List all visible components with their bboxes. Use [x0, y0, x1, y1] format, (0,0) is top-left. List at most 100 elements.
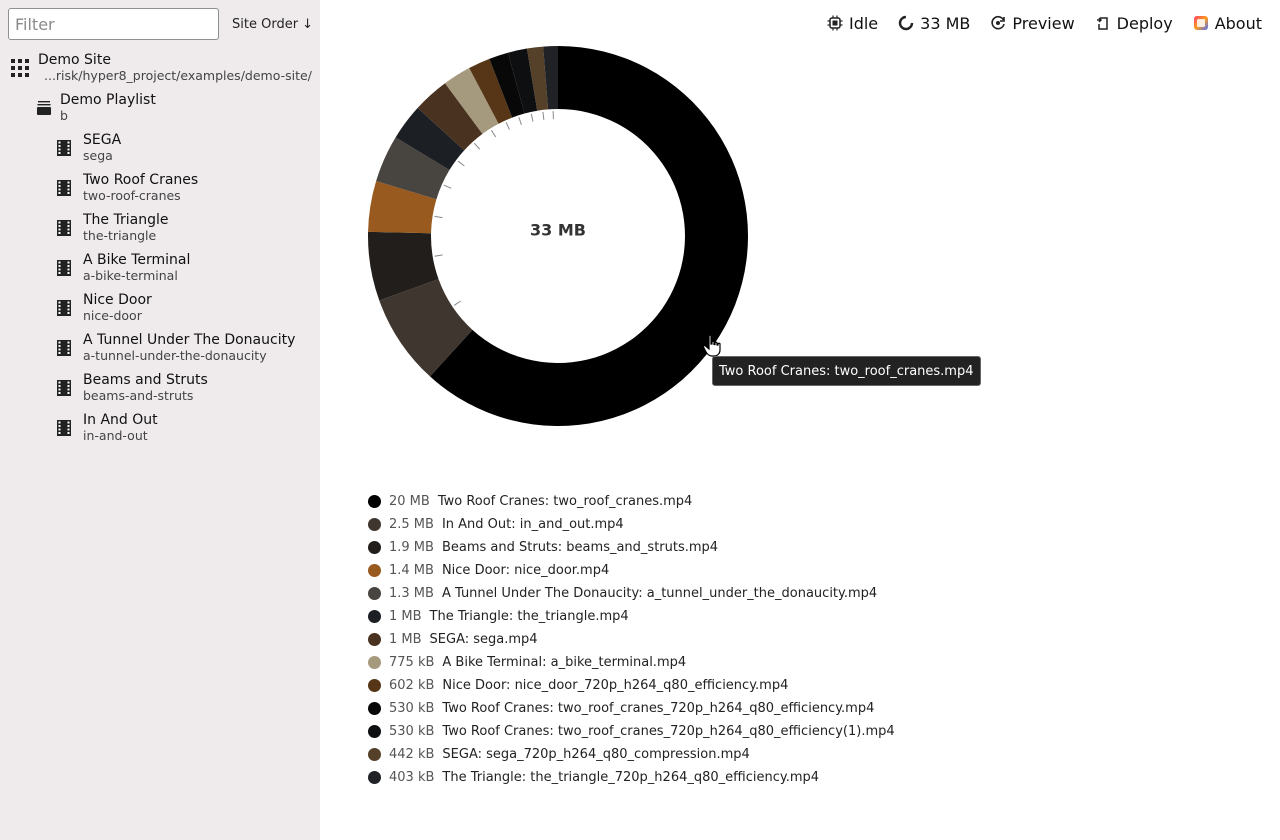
hand-cursor-icon: [702, 334, 724, 362]
preview-label: Preview: [1012, 13, 1075, 33]
video-title: Beams and Struts: [83, 372, 208, 388]
legend-item[interactable]: 20 MB Two Roof Cranes: two_roof_cranes.mp…: [368, 490, 895, 513]
legend-item[interactable]: 602 kB Nice Door: nice_door_720p_h264_q80…: [368, 674, 895, 697]
video-slug: sega: [83, 148, 113, 163]
slice-tick: [434, 254, 443, 257]
legend-swatch: [368, 702, 381, 715]
legend-swatch: [368, 518, 381, 531]
legend-size: 1.4 MB: [389, 563, 434, 578]
legend-size: 2.5 MB: [389, 517, 434, 532]
playlist-title: Demo Playlist: [60, 92, 156, 108]
video-title: SEGA: [83, 132, 122, 148]
pie-slice[interactable]: [526, 46, 549, 111]
video-title: A Tunnel Under The Donaucity: [83, 332, 296, 348]
slice-tick: [530, 113, 534, 122]
legend-size: 602 kB: [389, 678, 435, 693]
video-slug: a-bike-terminal: [83, 268, 178, 283]
pie-slice[interactable]: [445, 68, 499, 134]
filter-input[interactable]: [8, 8, 219, 40]
chart-center-label: 33 MB: [530, 220, 586, 240]
video-title: A Bike Terminal: [83, 252, 191, 268]
legend-size: 1 MB: [389, 609, 422, 624]
legend-size: 530 kB: [389, 724, 435, 739]
size-button[interactable]: 33 MB: [898, 14, 970, 33]
legend-label: SEGA: sega.mp4: [429, 632, 538, 647]
sort-order-button[interactable]: Site Order ↓: [226, 8, 319, 40]
tree-item-video[interactable]: The Triangle the-triangle: [56, 210, 356, 250]
slice-tick: [443, 184, 452, 189]
film-icon: [54, 418, 74, 438]
legend-item[interactable]: 775 kB A Bike Terminal: a_bike_terminal.m…: [368, 651, 895, 674]
slice-tick: [473, 142, 481, 150]
legend-swatch: [368, 748, 381, 761]
status-label: Idle: [848, 13, 879, 33]
tree-item-video[interactable]: Nice Door nice-door: [56, 290, 356, 330]
legend-item[interactable]: 442 kB SEGA: sega_720p_h264_q80_compressi…: [368, 743, 895, 766]
tree-item-video[interactable]: SEGA sega: [56, 130, 356, 170]
legend-size: 20 MB: [389, 494, 430, 509]
legend-size: 403 kB: [389, 770, 435, 785]
tree-item-site[interactable]: Demo Site ...risk/hyper8_project/example…: [10, 50, 312, 90]
pie-chart-icon: [898, 15, 914, 31]
site-title: Demo Site: [38, 52, 111, 68]
legend-label: In And Out: in_and_out.mp4: [441, 517, 624, 532]
preview-button[interactable]: Preview: [990, 13, 1075, 33]
pie-slice[interactable]: [543, 46, 558, 110]
pie-slice[interactable]: [368, 181, 437, 234]
preview-icon: [991, 15, 1006, 30]
sidebar: Site Order ↓ Demo Site ...risk/hyper8_pr…: [0, 0, 320, 840]
video-title: Two Roof Cranes: [83, 172, 199, 188]
pie-slice[interactable]: [395, 107, 465, 171]
legend-swatch: [368, 679, 381, 692]
tree-item-video[interactable]: In And Out in-and-out: [56, 410, 356, 450]
film-icon: [54, 298, 74, 318]
legend-item[interactable]: 530 kB Two Roof Cranes: two_roof_cranes_7…: [368, 720, 895, 743]
pie-slice[interactable]: [379, 279, 473, 377]
video-slug: a-tunnel-under-the-donaucity: [83, 348, 267, 363]
legend-item[interactable]: 530 kB Two Roof Cranes: two_roof_cranes_7…: [368, 697, 895, 720]
legend-label: The Triangle: the_triangle.mp4: [429, 609, 629, 624]
slice-tick: [491, 129, 497, 138]
slice-tick: [518, 117, 522, 126]
pie-slice[interactable]: [417, 83, 483, 151]
tree-item-video[interactable]: Two Roof Cranes two-roof-cranes: [56, 170, 356, 210]
legend-swatch: [368, 587, 381, 600]
legend-size: 775 kB: [389, 655, 435, 670]
legend-label: Beams and Struts: beams_and_struts.mp4: [441, 540, 719, 555]
video-title: In And Out: [83, 412, 158, 428]
video-slug: two-roof-cranes: [83, 188, 181, 203]
tree-item-video[interactable]: Beams and Struts beams-and-struts: [56, 370, 356, 410]
pie-slice[interactable]: [489, 52, 525, 118]
chart-tooltip: Two Roof Cranes: two_roof_cranes.mp4: [712, 356, 981, 386]
legend-label: Two Roof Cranes: two_roof_cranes_720p_h2…: [442, 724, 895, 739]
legend-label: Nice Door: nice_door_720p_h264_q80_effic…: [442, 678, 789, 693]
app-logo-icon: [1193, 16, 1208, 30]
pie-slice[interactable]: [430, 46, 748, 426]
legend-item[interactable]: 1 MB The Triangle: the_triangle.mp4: [368, 605, 895, 628]
legend-item[interactable]: 403 kB The Triangle: the_triangle_720p_h2…: [368, 766, 895, 789]
pie-slice[interactable]: [368, 231, 439, 301]
legend-label: Two Roof Cranes: two_roof_cranes.mp4: [437, 494, 693, 509]
legend-item[interactable]: 1 MB SEGA: sega.mp4: [368, 628, 895, 651]
status-indicator: Idle: [827, 14, 878, 33]
legend-swatch: [368, 771, 381, 784]
legend-label: Nice Door: nice_door.mp4: [441, 563, 610, 578]
about-label: About: [1214, 13, 1262, 33]
legend-item[interactable]: 1.9 MB Beams and Struts: beams_and_struts…: [368, 536, 895, 559]
slice-tick: [542, 111, 545, 120]
legend-item[interactable]: 1.3 MB A Tunnel Under The Donaucity: a_tu…: [368, 582, 895, 605]
pie-slice[interactable]: [507, 48, 538, 114]
tree-item-video[interactable]: A Bike Terminal a-bike-terminal: [56, 250, 356, 290]
video-slug: beams-and-struts: [83, 388, 194, 403]
legend-item[interactable]: 2.5 MB In And Out: in_and_out.mp4: [368, 513, 895, 536]
tree-item-playlist[interactable]: Demo Playlist b: [34, 90, 334, 130]
pie-slice[interactable]: [376, 137, 450, 200]
legend-label: A Tunnel Under The Donaucity: a_tunnel_u…: [441, 586, 878, 601]
legend-label: The Triangle: the_triangle_720p_h264_q80…: [442, 770, 820, 785]
chip-icon: [827, 15, 843, 31]
tree-item-video[interactable]: A Tunnel Under The Donaucity a-tunnel-und…: [56, 330, 356, 370]
pie-slice[interactable]: [469, 58, 513, 124]
about-button[interactable]: About: [1193, 14, 1262, 33]
deploy-button[interactable]: Deploy: [1095, 14, 1173, 33]
legend-item[interactable]: 1.4 MB Nice Door: nice_door.mp4: [368, 559, 895, 582]
